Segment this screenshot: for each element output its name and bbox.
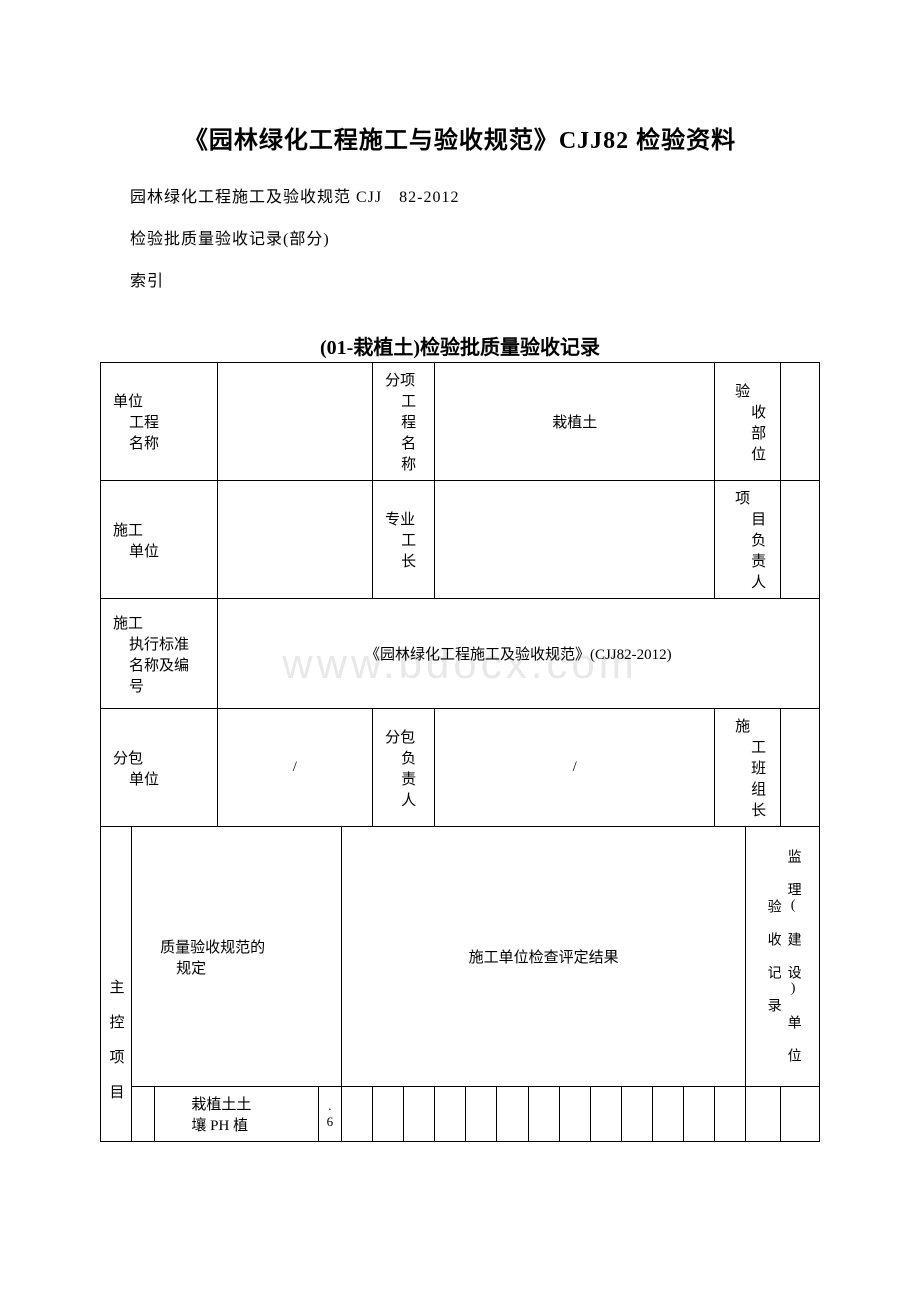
construction-unit-label: 施工 单位 <box>101 481 218 599</box>
cell <box>559 1087 590 1142</box>
cell <box>404 1087 435 1142</box>
cell <box>466 1087 497 1142</box>
subcontract-unit-value: / <box>217 709 373 827</box>
cell <box>342 1087 373 1142</box>
cell <box>781 1087 820 1142</box>
project-leader-label: 项 目 负 责人 <box>715 481 781 599</box>
project-leader-value <box>781 481 820 599</box>
cell <box>528 1087 559 1142</box>
subitem-project-name-label: 分项 工程 名称 <box>373 363 435 481</box>
cell <box>652 1087 683 1142</box>
cell <box>684 1087 715 1142</box>
sub-line-3: 索引 <box>130 267 820 291</box>
unit-project-name-label: 单位 工程 名称 <box>101 363 218 481</box>
cell <box>590 1087 621 1142</box>
supervision-record-label: 监 理( 建 设) 单 位 验 收 记 录 <box>746 827 820 1087</box>
soil-ph-label: 栽植土土 壤 PH 植 <box>155 1087 318 1142</box>
subcontract-unit-label: 分包 单位 <box>101 709 218 827</box>
cell <box>373 1087 404 1142</box>
cell <box>621 1087 652 1142</box>
acceptance-part-label: 验 收部位 <box>715 363 781 481</box>
section-title: (01-栽植土)检验批质量验收记录 <box>100 331 820 360</box>
sub-line-2: 检验批质量验收记录(部分) <box>130 225 820 249</box>
acceptance-part-value <box>781 363 820 481</box>
team-leader-label: 施 工 班 组长 <box>715 709 781 827</box>
subitem-project-name-value: 栽植土 <box>435 363 715 481</box>
cell <box>497 1087 528 1142</box>
sub-line-1: 园林绿化工程施工及验收规范 CJJ 82-2012 <box>130 183 820 207</box>
main-title: 《园林绿化工程施工与验收规范》CJJ82 检验资料 <box>100 120 820 155</box>
quality-spec-label: 质量验收规范的 规定 <box>132 827 342 1087</box>
table-row: 单位 工程 名称 分项 工程 名称 栽植土 验 收部位 <box>101 363 820 481</box>
table-row: 主 控 项 目 质量验收规范的 规定 施工单位检查评定结果 监 理( 建 设) … <box>101 827 820 1087</box>
soil-ph-val: . 6 <box>318 1087 341 1142</box>
cell <box>715 1087 746 1142</box>
foreman-label: 专业 工长 <box>373 481 435 599</box>
table-row: 施工 执行标准 名称及编 号 《园林绿化工程施工及验收规范》(CJJ82-201… <box>101 599 820 709</box>
subcontract-leader-value: / <box>435 709 715 827</box>
cell <box>746 1087 781 1142</box>
main-control-item-label: 主 控 项 目 <box>101 827 132 1142</box>
unit-project-name-value <box>217 363 373 481</box>
inspection-result-label: 施工单位检查评定结果 <box>342 827 746 1087</box>
cell <box>435 1087 466 1142</box>
team-leader-value <box>781 709 820 827</box>
table-row: 施工 单位 专业 工长 项 目 负 责人 <box>101 481 820 599</box>
cell <box>132 1087 155 1142</box>
table-row: 分包 单位 / 分包 负责人 / 施 工 班 组长 <box>101 709 820 827</box>
standard-name-label: 施工 执行标准 名称及编 号 <box>101 599 218 709</box>
foreman-value <box>435 481 715 599</box>
standard-name-value: 《园林绿化工程施工及验收规范》(CJJ82-2012) <box>217 599 819 709</box>
subcontract-leader-label: 分包 负责人 <box>373 709 435 827</box>
inspection-table: 单位 工程 名称 分项 工程 名称 栽植土 验 收部位 施工 单位 专业 工长 … <box>100 362 820 1142</box>
construction-unit-value <box>217 481 373 599</box>
table-row: 栽植土土 壤 PH 植 . 6 <box>101 1087 820 1142</box>
